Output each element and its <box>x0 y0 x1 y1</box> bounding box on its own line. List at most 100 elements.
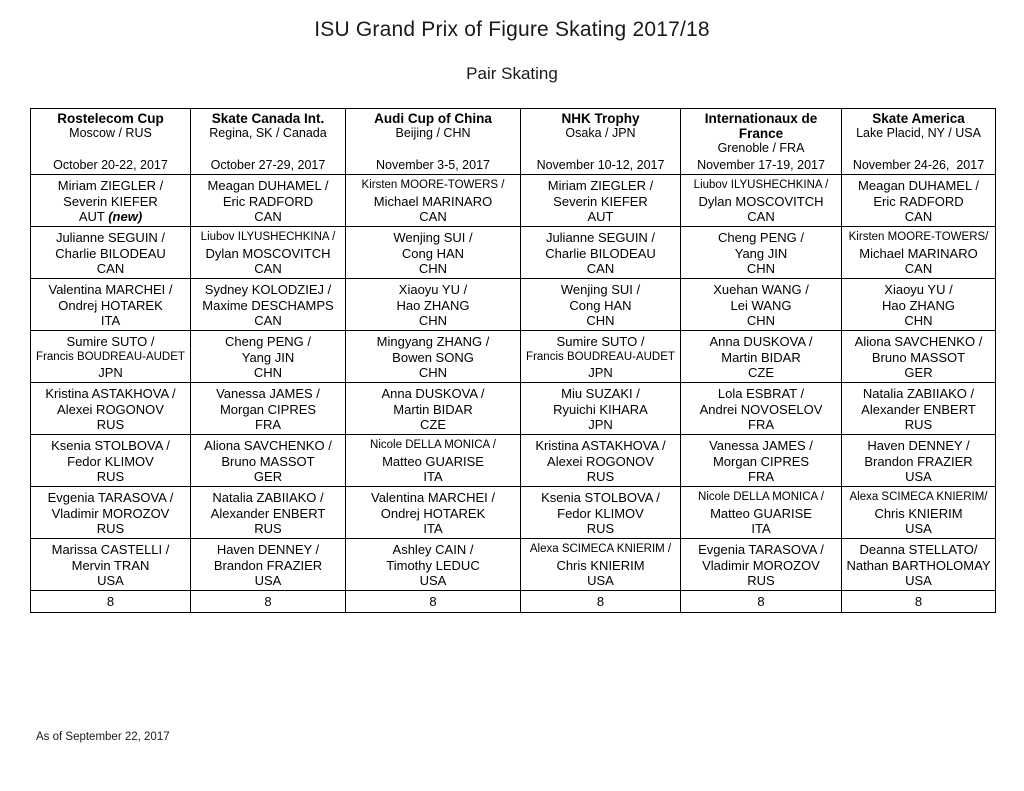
country-line: USA <box>905 521 932 536</box>
pair-cell: Wenjing SUI / Cong HAN CHN <box>520 278 681 331</box>
pair-cell: Xiaoyu YU / Hao ZHANG CHN <box>345 278 521 331</box>
country-line: RUS <box>96 417 125 432</box>
country-line: RUS <box>904 417 933 432</box>
pair-name-line: Yang JIN <box>734 245 788 261</box>
event-name: Skate America <box>872 111 965 126</box>
pair-cell-content: Liubov ILYUSHECHKINA / Dylan MOSCOVITCH CA… <box>682 176 841 225</box>
pair-name-line: Hao ZHANG <box>882 297 955 313</box>
country-line: JPN <box>588 365 613 380</box>
pair-cell: Vanessa JAMES / Morgan CIPRES FRA <box>190 382 346 435</box>
pair-name-line: Eric RADFORD <box>222 193 314 209</box>
table-row: Evgenia TARASOVA / Vladimir MOROZOV RUS Nat… <box>30 486 996 539</box>
total-cell: 8 <box>190 590 346 613</box>
pair-cell-content: Julianne SEGUIN / Charlie BILODEAU CAN <box>522 228 680 277</box>
page-title: ISU Grand Prix of Figure Skating 2017/18 <box>314 18 710 41</box>
event-header: Rostelecom Cup Moscow / RUS October 20-22,… <box>30 108 191 175</box>
country-line: ITA <box>423 469 443 484</box>
pair-cell-content: Sydney KOLODZIEJ / Maxime DESCHAMPS CAN <box>192 280 345 329</box>
pair-cell: Anna DUSKOVA / Martin BIDAR CZE <box>345 382 521 435</box>
pair-name-line: Fedor KLIMOV <box>557 505 644 521</box>
pair-name-line: Timothy LEDUC <box>386 557 480 573</box>
pair-name-line: Xuehan WANG / <box>713 282 809 297</box>
pair-name-line: Natalia ZABIIAKO / <box>862 386 975 401</box>
pair-cell: Sumire SUTO / Francis BOUDREAU-AUDET JPN <box>520 330 681 383</box>
pair-name-line: Severin KIEFER <box>63 193 158 209</box>
pair-cell-content: Valentina MARCHEI / Ondrej HOTAREK ITA <box>32 280 190 329</box>
pair-cell: Nicole DELLA MONICA / Matteo GUARISE ITA <box>680 486 842 539</box>
pair-cell: Ksenia STOLBOVA / Fedor KLIMOV RUS <box>30 434 191 487</box>
pair-cell-content: Natalia ZABIIAKO / Alexander ENBERT RUS <box>843 384 995 433</box>
event-header: Skate America Lake Placid, NY / USA Novemb… <box>841 108 996 175</box>
event-header: Internationaux de France Grenoble / FRA No… <box>680 108 842 175</box>
pair-name-line: Cong HAN <box>401 245 465 261</box>
pair-cell-content: Xuehan WANG / Lei WANG CHN <box>682 280 841 329</box>
pair-name-line: Julianne SEGUIN / <box>55 230 166 245</box>
pair-cell: Meagan DUHAMEL / Eric RADFORD CAN <box>841 174 996 227</box>
pair-name-line: Nathan BARTHOLOMAY <box>846 557 991 573</box>
country-line: FRA <box>748 417 774 432</box>
pair-name-line: Wenjing SUI / <box>560 282 641 297</box>
pair-name-line: Sumire SUTO / <box>556 334 645 349</box>
pair-cell: Wenjing SUI / Cong HAN CHN <box>345 226 521 279</box>
pair-name-line: Francis BOUDREAU-AUDET <box>526 350 675 363</box>
pair-name-line: Liubov ILYUSHECHKINA / <box>200 231 336 243</box>
pair-cell: Haven DENNEY / Brandon FRAZIER USA <box>190 538 346 591</box>
pair-name-line: Matteo GUARISE <box>710 505 812 521</box>
page-subtitle: Pair Skating <box>466 64 558 83</box>
pair-name-line: Lola ESBRAT / <box>717 386 805 401</box>
pair-skating-assignments-table: Rostelecom Cup Moscow / RUS October 20-22,… <box>30 108 996 613</box>
event-header-content: Skate Canada Int. Regina, SK / Canada Octo… <box>192 110 345 174</box>
pair-cell-content: Xiaoyu YU / Hao ZHANG CHN <box>843 280 995 329</box>
pair-cell-content: Kirsten MOORE-TOWERS/Michael MARINARO CAN <box>843 228 995 277</box>
event-name: Rostelecom Cup <box>57 111 164 126</box>
pair-name-line: Mervin TRAN <box>71 557 150 573</box>
event-location: Lake Placid, NY / USA <box>856 126 981 140</box>
pair-cell-content: Evgenia TARASOVA / Vladimir MOROZOV RUS <box>32 488 190 537</box>
event-location: Moscow / RUS <box>69 126 152 140</box>
pair-name-line: Ondrej HOTAREK <box>58 297 163 313</box>
pair-name-line: Ryuichi KIHARA <box>553 401 648 417</box>
pair-cell-content: Haven DENNEY / Brandon FRAZIER USA <box>192 540 345 589</box>
country-line: FRA <box>748 469 774 484</box>
pair-cell: Vanessa JAMES / Morgan CIPRES FRA <box>680 434 842 487</box>
pair-name-line: Kristina ASTAKHOVA / <box>45 386 176 401</box>
pair-name-line: Bowen SONG <box>392 349 474 365</box>
event-date: November 3-5, 2017 <box>376 158 490 172</box>
pair-cell-content: Ashley CAIN / Timothy LEDUC USA <box>347 540 520 589</box>
pair-cell-content: Nicole DELLA MONICA / Matteo GUARISE ITA <box>347 436 520 485</box>
pair-name-line: Fedor KLIMOV <box>67 453 154 469</box>
country-line: RUS <box>96 469 125 484</box>
pair-cell: Cheng PENG / Yang JIN CHN <box>680 226 842 279</box>
pair-cell-content: Cheng PENG / Yang JIN CHN <box>682 228 841 277</box>
pair-name-line: Vanessa JAMES / <box>216 386 320 401</box>
pair-cell: Marissa CASTELLI / Mervin TRAN USA <box>30 538 191 591</box>
country-line: FRA <box>255 417 281 432</box>
pair-cell-content: Valentina MARCHEI / Ondrej HOTAREK ITA <box>347 488 520 537</box>
country-line: GER <box>253 469 283 484</box>
pair-name-line: Xiaoyu YU / <box>884 282 953 297</box>
pair-name-line: Michael MARINARO <box>859 245 978 261</box>
event-location: Beijing / CHN <box>395 126 471 140</box>
pair-name-line: Anna DUSKOVA / <box>381 386 485 401</box>
pair-cell-content: Kristina ASTAKHOVA / Alexei ROGONOV RUS <box>32 384 190 433</box>
pair-name-line: Meagan DUHAMEL / <box>858 178 979 193</box>
pair-cell-content: Sumire SUTO / Francis BOUDREAU-AUDET JPN <box>32 332 190 381</box>
pair-cell-content: Wenjing SUI / Cong HAN CHN <box>347 228 520 277</box>
pair-cell: Lola ESBRAT / Andrei NOVOSELOV FRA <box>680 382 842 435</box>
pair-cell-content: Liubov ILYUSHECHKINA / Dylan MOSCOVITCH CA… <box>192 228 345 277</box>
pair-name-line: Alexa SCIMECA KNIERIM/ <box>849 491 988 503</box>
pair-cell: Liubov ILYUSHECHKINA / Dylan MOSCOVITCH CA… <box>680 174 842 227</box>
pair-cell: Kirsten MOORE-TOWERS/Michael MARINARO CAN <box>841 226 996 279</box>
event-name: Audi Cup of China <box>374 111 492 126</box>
pair-cell-content: Natalia ZABIIAKO / Alexander ENBERT RUS <box>192 488 345 537</box>
pair-cell: Miriam ZIEGLER / Severin KIEFER AUT (new) <box>30 174 191 227</box>
country-line: RUS <box>96 521 125 536</box>
pair-cell: Evgenia TARASOVA / Vladimir MOROZOV RUS <box>30 486 191 539</box>
country-line: CHN <box>253 365 283 380</box>
pair-name-line: Francis BOUDREAU-AUDET <box>36 350 185 363</box>
pair-name-line: Cheng PENG / <box>718 230 804 245</box>
country-line: USA <box>97 573 124 588</box>
country-line: USA <box>587 573 614 588</box>
pair-name-line: Ondrej HOTAREK <box>380 505 486 521</box>
